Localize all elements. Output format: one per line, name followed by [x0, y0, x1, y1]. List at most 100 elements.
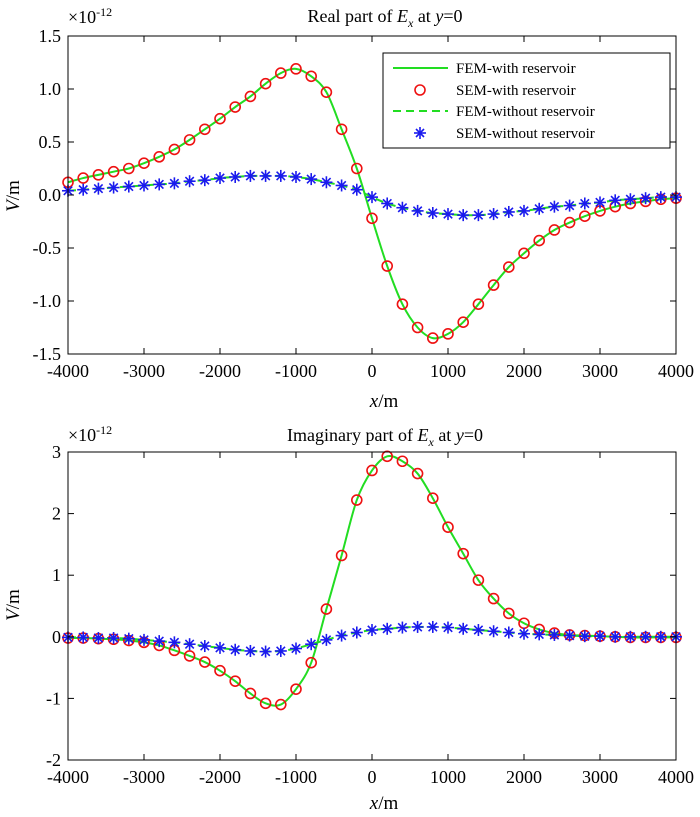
- data-point-sem-with-reservoir: [244, 90, 257, 103]
- data-point-sem-without-reservoir: [639, 630, 652, 643]
- data-point-sem-with-reservoir: [442, 328, 454, 340]
- x-tick-label: -1000: [275, 767, 317, 787]
- y-exponent-label: ×10-12: [68, 5, 112, 27]
- y-tick-label: 3: [52, 442, 61, 462]
- data-point-sem-without-reservoir: [518, 627, 530, 640]
- data-point-sem-with-reservoir: [548, 224, 561, 236]
- data-point-sem-with-reservoir: [335, 123, 348, 136]
- legend-label: SEM-without reservoir: [456, 126, 595, 142]
- x-tick-label: -3000: [123, 767, 165, 787]
- data-point-sem-with-reservoir: [487, 279, 500, 291]
- x-tick-label: 4000: [658, 767, 694, 787]
- legend-label: SEM-with reservoir: [456, 83, 576, 99]
- data-point-sem-without-reservoir: [487, 625, 500, 638]
- y-tick-label: 1.5: [39, 26, 62, 46]
- data-point-sem-without-reservoir: [350, 626, 363, 639]
- data-point-sem-with-reservoir: [502, 607, 515, 620]
- data-point-sem-with-reservoir: [214, 112, 226, 125]
- data-point-sem-without-reservoir: [472, 209, 485, 222]
- data-point-sem-without-reservoir: [381, 622, 394, 635]
- data-point-sem-with-reservoir: [396, 455, 409, 468]
- data-point-sem-without-reservoir: [457, 622, 470, 635]
- data-point-sem-with-reservoir: [92, 169, 105, 181]
- data-point-sem-without-reservoir: [107, 181, 120, 194]
- y-tick-label: -2: [46, 750, 61, 770]
- data-point-sem-with-reservoir: [563, 216, 576, 229]
- data-point-sem-with-reservoir: [290, 683, 302, 695]
- y-tick-label: -1.5: [33, 344, 62, 364]
- y-tick-label: 1.0: [39, 79, 62, 99]
- data-point-sem-without-reservoir: [335, 179, 348, 192]
- data-point-sem-with-reservoir: [366, 464, 378, 477]
- data-point-sem-without-reservoir: [381, 197, 394, 210]
- data-point-sem-without-reservoir: [198, 640, 211, 653]
- plot-area: -4000 -3000 -2000 -1000 0 1000 2000 3000 4000 -2 -…: [46, 442, 694, 787]
- data-point-sem-without-reservoir: [457, 209, 470, 222]
- data-point-sem-with-reservoir: [305, 656, 318, 669]
- data-point-sem-without-reservoir: [533, 202, 546, 215]
- data-point-sem-without-reservoir: [594, 196, 606, 209]
- data-point-sem-without-reservoir: [320, 176, 333, 189]
- data-point-sem-without-reservoir: [563, 199, 576, 212]
- data-point-sem-with-reservoir: [107, 165, 120, 178]
- x-tick-label: 3000: [582, 767, 618, 787]
- data-point-sem-with-reservoir: [487, 592, 500, 605]
- chart-title: Real part of Ex at y=0: [308, 6, 463, 30]
- data-point-sem-with-reservoir: [320, 86, 333, 98]
- data-point-sem-without-reservoir: [654, 630, 667, 643]
- data-point-sem-with-reservoir: [274, 67, 287, 79]
- y-exponent-label: ×10-12: [68, 423, 112, 445]
- data-point-sem-with-reservoir: [426, 332, 439, 344]
- data-point-sem-with-reservoir: [274, 698, 287, 711]
- data-point-sem-without-reservoir: [259, 169, 272, 182]
- data-point-sem-with-reservoir: [350, 494, 363, 506]
- data-point-sem-without-reservoir: [366, 624, 378, 637]
- data-point-sem-without-reservoir: [214, 641, 226, 654]
- data-point-sem-with-reservoir: [502, 261, 515, 273]
- data-point-sem-with-reservoir: [229, 675, 241, 687]
- x-tick-label: -3000: [123, 361, 165, 381]
- data-point-sem-without-reservoir: [198, 174, 211, 187]
- data-point-sem-without-reservoir: [335, 629, 348, 642]
- data-point-sem-with-reservoir: [153, 151, 165, 163]
- data-point-sem-without-reservoir: [229, 643, 242, 656]
- data-point-sem-with-reservoir: [518, 247, 530, 260]
- data-point-sem-without-reservoir: [366, 191, 378, 204]
- data-point-sem-without-reservoir: [320, 633, 333, 646]
- data-point-sem-without-reservoir: [609, 194, 622, 207]
- data-point-sem-with-reservoir: [229, 101, 241, 113]
- data-point-sem-with-reservoir: [442, 521, 454, 533]
- data-point-sem-without-reservoir: [77, 183, 90, 196]
- data-point-sem-without-reservoir: [259, 645, 272, 658]
- data-point-sem-without-reservoir: [472, 624, 485, 637]
- real-part-chart: -4000 -3000 -2000 -1000 0 1000 2000 3000 4000 -1.…: [3, 5, 694, 412]
- data-point-sem-with-reservoir: [533, 234, 546, 247]
- data-point-sem-with-reservoir: [259, 77, 272, 90]
- legend-label: FEM-with reservoir: [456, 61, 576, 77]
- data-point-sem-with-reservoir: [290, 63, 302, 75]
- y-axis-label: V/m: [3, 589, 24, 621]
- data-point-sem-without-reservoir: [411, 620, 424, 633]
- data-point-sem-with-reservoir: [472, 574, 485, 586]
- data-point-sem-without-reservoir: [411, 204, 424, 217]
- data-point-sem-with-reservoir: [138, 157, 150, 169]
- data-point-sem-without-reservoir: [502, 205, 515, 218]
- y-tick-label: 0.5: [39, 132, 62, 152]
- data-point-sem-without-reservoir: [487, 208, 500, 221]
- data-point-sem-with-reservoir: [396, 298, 409, 310]
- data-point-sem-without-reservoir: [168, 636, 181, 649]
- data-point-sem-with-reservoir: [578, 210, 591, 222]
- x-tick-label: 0: [368, 361, 377, 381]
- data-point-sem-without-reservoir: [396, 201, 409, 214]
- data-point-sem-without-reservoir: [305, 638, 318, 651]
- data-point-sem-without-reservoir: [92, 182, 105, 195]
- x-tick-label: -2000: [199, 767, 241, 787]
- data-point-sem-without-reservoir: [533, 628, 546, 641]
- data-point-sem-without-reservoir: [122, 180, 135, 193]
- data-point-sem-without-reservoir: [138, 179, 150, 192]
- data-point-sem-with-reservoir: [183, 650, 196, 662]
- data-point-sem-without-reservoir: [578, 197, 591, 210]
- data-point-sem-without-reservoir: [548, 628, 561, 641]
- data-point-sem-without-reservoir: [624, 193, 637, 206]
- data-point-sem-with-reservoir: [411, 321, 424, 334]
